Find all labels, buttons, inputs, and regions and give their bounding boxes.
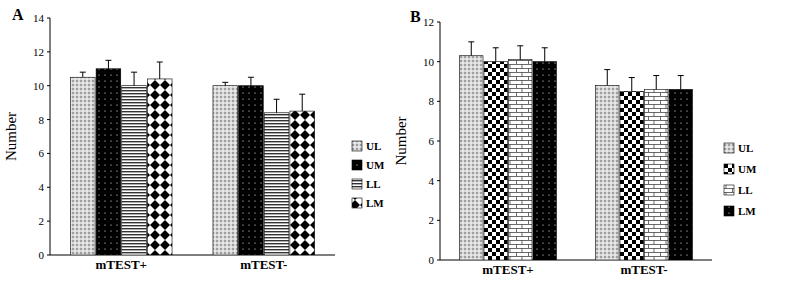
bar xyxy=(290,111,315,255)
y-tick-label: 14 xyxy=(33,12,45,24)
legend: UL UM LL LM xyxy=(724,142,757,217)
error-bar xyxy=(80,72,86,77)
error-bar xyxy=(468,42,474,56)
figure: A Number 0 2 4 6 8 10 12 14 mTEST+ mTEST- UL UM LL LM B N… xyxy=(0,0,790,300)
error-bar xyxy=(604,70,610,86)
legend-label: UL xyxy=(738,142,753,154)
y-tick-label: 2 xyxy=(429,214,435,226)
y-tick-label: 2 xyxy=(39,215,45,227)
legend-label: UM xyxy=(366,159,385,171)
error-bar xyxy=(299,94,305,111)
error-bar xyxy=(493,48,499,62)
panel: A Number 0 2 4 6 8 10 12 14 mTEST+ mTEST- UL UM LL LM xyxy=(3,6,385,272)
bar xyxy=(620,91,643,260)
legend-label: LL xyxy=(738,184,753,196)
y-tick-label: 6 xyxy=(429,135,435,147)
legend-label: UM xyxy=(738,163,757,175)
bar xyxy=(669,89,692,260)
error-bar xyxy=(105,60,111,68)
y-axis-label: Number xyxy=(3,112,19,161)
y-tick-label: 10 xyxy=(33,80,45,92)
error-bar xyxy=(222,82,228,85)
panel-title: B xyxy=(410,8,421,25)
bar xyxy=(533,62,556,260)
y-tick-label: 12 xyxy=(423,16,434,28)
y-tick-label: 12 xyxy=(33,46,44,58)
y-axis-label: Number xyxy=(393,116,409,165)
bar xyxy=(484,62,507,260)
y-axis xyxy=(440,22,441,260)
legend-swatch xyxy=(352,198,362,208)
bar xyxy=(122,86,147,255)
bar xyxy=(213,86,238,255)
panel-title: A xyxy=(12,6,24,23)
legend-swatch xyxy=(724,143,734,153)
y-tick-label: 4 xyxy=(429,175,435,187)
legend-swatch xyxy=(352,160,362,170)
error-bar xyxy=(157,62,163,79)
x-tick-label: mTEST- xyxy=(240,257,287,272)
x-tick-label: mTEST+ xyxy=(96,257,147,272)
bar xyxy=(645,89,668,260)
bar xyxy=(239,86,264,255)
error-bar xyxy=(653,76,659,90)
y-tick-label: 0 xyxy=(429,254,435,266)
legend-swatch xyxy=(352,179,362,189)
marks xyxy=(70,60,314,255)
y-axis xyxy=(50,18,51,255)
y-tick-label: 4 xyxy=(39,181,45,193)
error-bar xyxy=(248,77,254,85)
legend-label: UL xyxy=(366,140,381,152)
y-tick-label: 8 xyxy=(39,114,45,126)
error-bar xyxy=(517,46,523,60)
y-tick-label: 0 xyxy=(39,249,45,261)
bar xyxy=(460,56,483,260)
legend-swatch xyxy=(724,185,734,195)
legend: UL UM LL LM xyxy=(352,140,385,209)
error-bar xyxy=(629,78,635,92)
bar xyxy=(147,79,172,255)
panel: B Number 0 2 4 6 8 10 12 mTEST+ mTEST- UL UM LL LM xyxy=(393,8,757,277)
x-tick-label: mTEST+ xyxy=(482,262,533,277)
x-tick-label: mTEST- xyxy=(620,262,667,277)
y-tick-label: 6 xyxy=(39,147,45,159)
legend-label: LM xyxy=(366,197,384,209)
bar xyxy=(70,77,95,255)
legend-label: LM xyxy=(738,205,756,217)
bar xyxy=(264,113,289,255)
error-bar xyxy=(678,76,684,90)
error-bar xyxy=(542,48,548,62)
y-tick-label: 10 xyxy=(423,56,435,68)
y-tick-label: 8 xyxy=(429,95,435,107)
bar xyxy=(596,85,619,260)
bar xyxy=(509,60,532,260)
legend-swatch xyxy=(724,164,734,174)
legend-swatch xyxy=(352,141,362,151)
bar xyxy=(96,69,121,255)
marks xyxy=(460,42,693,260)
error-bar xyxy=(131,72,137,86)
legend-swatch xyxy=(724,206,734,216)
error-bar xyxy=(274,99,280,113)
legend-label: LL xyxy=(366,178,381,190)
